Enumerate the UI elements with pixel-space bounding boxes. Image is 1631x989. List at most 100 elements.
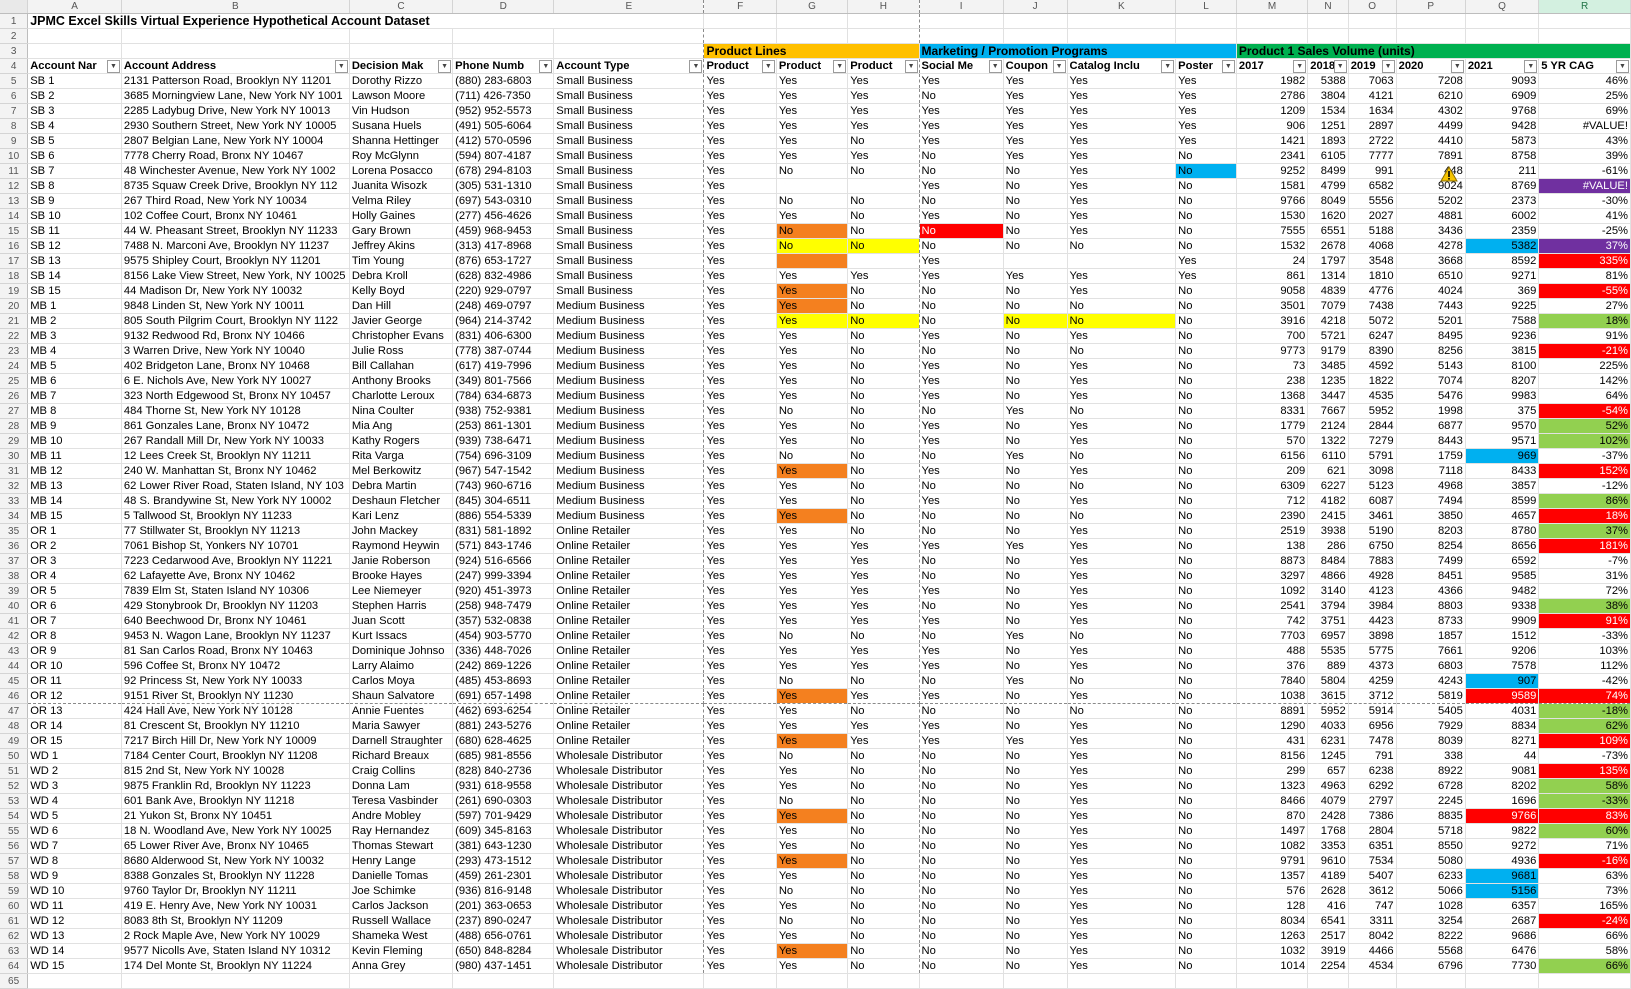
table-header-cell[interactable]: Poster ▼: [1175, 58, 1237, 74]
cell[interactable]: No: [1175, 583, 1237, 599]
row-number[interactable]: 2: [0, 28, 29, 44]
cell[interactable]: 238: [1236, 373, 1309, 389]
cell[interactable]: [847, 178, 920, 194]
group-header-marketing[interactable]: Marketing / Promotion Programs: [919, 43, 1237, 59]
cell[interactable]: No: [847, 628, 920, 644]
cell[interactable]: -33%: [1538, 793, 1631, 809]
cell[interactable]: (381) 643-1230: [452, 838, 555, 854]
cell[interactable]: 9252: [1236, 163, 1309, 179]
cell[interactable]: Yes: [776, 598, 849, 614]
cell[interactable]: 9571: [1465, 433, 1540, 449]
row-number[interactable]: 51: [0, 763, 29, 779]
column-header[interactable]: A: [27, 0, 122, 14]
cell[interactable]: 6156: [1236, 448, 1309, 464]
cell[interactable]: 9983: [1465, 388, 1540, 404]
cell[interactable]: No: [1003, 358, 1068, 374]
cell[interactable]: 7438: [1348, 298, 1397, 314]
cell[interactable]: Yes: [776, 718, 849, 734]
cell[interactable]: 907: [1465, 673, 1540, 689]
cell[interactable]: Yes: [703, 463, 777, 479]
cell[interactable]: 5072: [1348, 313, 1397, 329]
cell-account-name[interactable]: MB 9: [27, 418, 122, 434]
row-number[interactable]: 14: [0, 208, 29, 224]
cell[interactable]: (936) 816-9148: [452, 883, 555, 899]
cell[interactable]: -25%: [1538, 223, 1631, 239]
cell[interactable]: No: [847, 808, 920, 824]
cell[interactable]: 1998: [1396, 403, 1466, 419]
cell[interactable]: 2254: [1307, 958, 1349, 974]
cell[interactable]: -12%: [1538, 478, 1631, 494]
cell[interactable]: Yes: [919, 208, 1004, 224]
cell[interactable]: No: [1175, 328, 1237, 344]
cell[interactable]: 1822: [1348, 373, 1397, 389]
cell[interactable]: Yes: [1067, 898, 1177, 914]
cell[interactable]: Medium Business: [553, 388, 705, 404]
cell[interactable]: 6510: [1396, 268, 1466, 284]
cell[interactable]: Yes: [847, 103, 920, 119]
cell[interactable]: 3850: [1396, 508, 1466, 524]
cell-account-name[interactable]: WD 7: [27, 838, 122, 854]
cell[interactable]: No: [847, 238, 920, 254]
cell[interactable]: Yes: [1175, 133, 1237, 149]
cell[interactable]: Wholesale Distributor: [553, 958, 705, 974]
cell[interactable]: Medium Business: [553, 298, 705, 314]
cell[interactable]: No: [1003, 703, 1068, 719]
cell[interactable]: 6728: [1396, 778, 1466, 794]
cell[interactable]: 6476: [1465, 943, 1540, 959]
cell[interactable]: No: [1003, 313, 1068, 329]
cell[interactable]: 7839 Elm St, Staten Island NY 10306: [121, 583, 350, 599]
cell[interactable]: No: [919, 313, 1004, 329]
cell[interactable]: (258) 948-7479: [452, 598, 555, 614]
cell[interactable]: Yes: [776, 928, 849, 944]
table-header-cell[interactable]: Product ▼: [847, 58, 920, 74]
cell-account-name[interactable]: WD 6: [27, 823, 122, 839]
cell[interactable]: Gary Brown: [349, 223, 454, 239]
cell[interactable]: 8039: [1396, 733, 1466, 749]
cell[interactable]: Yes: [776, 268, 849, 284]
table-header-cell[interactable]: Product ▼: [703, 58, 777, 74]
cell-account-name[interactable]: OR 11: [27, 673, 122, 689]
cell[interactable]: 640 Beechwood Dr, Bronx NY 10461: [121, 613, 350, 629]
cell[interactable]: No: [1175, 868, 1237, 884]
cell[interactable]: 7667: [1307, 403, 1349, 419]
cell[interactable]: No: [1003, 853, 1068, 869]
column-header[interactable]: P: [1396, 0, 1466, 14]
cell-account-name[interactable]: WD 8: [27, 853, 122, 869]
cell[interactable]: 2285 Ladybug Drive, New York NY 10013: [121, 103, 350, 119]
cell[interactable]: 6105: [1307, 148, 1349, 164]
cell-account-name[interactable]: SB 12: [27, 238, 122, 254]
cell[interactable]: Small Business: [553, 163, 705, 179]
column-header[interactable]: O: [1348, 0, 1397, 14]
cell[interactable]: No: [1175, 943, 1237, 959]
cell[interactable]: 9271: [1465, 268, 1540, 284]
cell[interactable]: 5123: [1348, 478, 1397, 494]
cell[interactable]: 8803: [1396, 598, 1466, 614]
cell[interactable]: 3612: [1348, 883, 1397, 899]
cell[interactable]: No: [847, 298, 920, 314]
cell-account-name[interactable]: MB 3: [27, 328, 122, 344]
cell[interactable]: 369: [1465, 283, 1540, 299]
cell[interactable]: No: [919, 568, 1004, 584]
cell[interactable]: No: [1175, 493, 1237, 509]
cell[interactable]: 7208: [1396, 73, 1466, 89]
cell[interactable]: No: [1003, 163, 1068, 179]
cell-account-name[interactable]: SB 13: [27, 253, 122, 269]
row-number[interactable]: 5: [0, 73, 29, 89]
cell[interactable]: (754) 696-3109: [452, 448, 555, 464]
row-number[interactable]: 20: [0, 298, 29, 314]
cell-account-name[interactable]: WD 9: [27, 868, 122, 884]
cell[interactable]: 8735 Squaw Creek Drive, Brooklyn NY 112: [121, 178, 350, 194]
cell[interactable]: 429 Stonybrook Dr, Brooklyn NY 11203: [121, 598, 350, 614]
cell[interactable]: Yes: [919, 493, 1004, 509]
cell[interactable]: Yes: [703, 88, 777, 104]
row-number[interactable]: 46: [0, 688, 29, 704]
cell[interactable]: No: [847, 913, 920, 929]
cell[interactable]: Yes: [776, 763, 849, 779]
cell[interactable]: No: [847, 433, 920, 449]
cell[interactable]: 2415: [1307, 508, 1349, 524]
cell-account-name[interactable]: SB 7: [27, 163, 122, 179]
cell[interactable]: No: [847, 463, 920, 479]
cell[interactable]: No: [1175, 148, 1237, 164]
cell[interactable]: Yes: [847, 688, 920, 704]
cell[interactable]: (571) 843-1746: [452, 538, 555, 554]
